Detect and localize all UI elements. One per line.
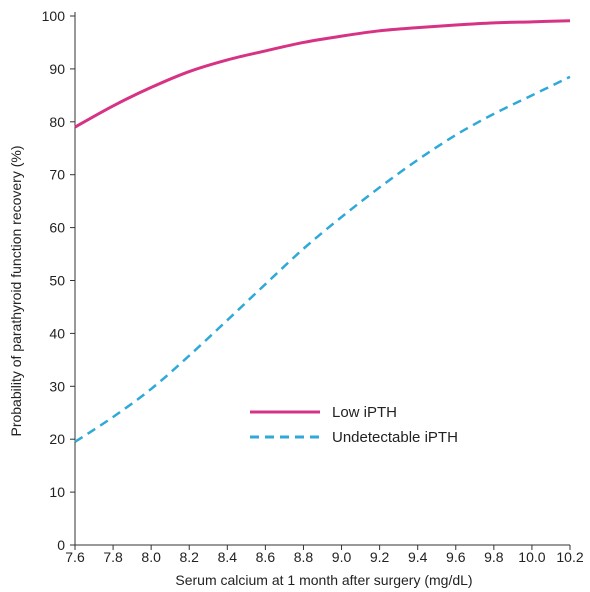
x-axis-label: Serum calcium at 1 month after surgery (… bbox=[175, 572, 472, 588]
x-tick-label: 8.2 bbox=[179, 549, 199, 565]
y-tick-label: 40 bbox=[49, 325, 65, 341]
series-line-undetectable-ipth bbox=[74, 75, 571, 443]
y-tick-label: 100 bbox=[42, 8, 66, 24]
y-tick-label: 0 bbox=[57, 537, 65, 553]
x-tick-label: 9.2 bbox=[370, 549, 390, 565]
axis-ticks: 7.6 7.8 8.0 8.2 8.4 8.6 8.8 9.0 9.2 9.4 9.6 9.8 10.0… bbox=[42, 8, 584, 565]
axes bbox=[74, 12, 570, 546]
series-line-low-ipth bbox=[74, 19, 571, 129]
legend: Low iPTH Undetectable iPTH bbox=[250, 404, 458, 446]
x-tick-label: 9.4 bbox=[408, 549, 428, 565]
series-lines bbox=[74, 19, 571, 443]
x-tick-label: 10.2 bbox=[556, 549, 583, 565]
x-tick-label: 8.8 bbox=[294, 549, 314, 565]
y-tick-label: 30 bbox=[49, 378, 65, 394]
legend-label-low-ipth: Low iPTH bbox=[332, 404, 397, 421]
x-tick-label: 8.0 bbox=[141, 549, 161, 565]
x-tick-label: 9.8 bbox=[484, 549, 504, 565]
x-tick-label: 9.6 bbox=[446, 549, 466, 565]
legend-label-undetectable-ipth: Undetectable iPTH bbox=[332, 429, 458, 446]
y-tick-label: 10 bbox=[49, 484, 65, 500]
y-tick-label: 60 bbox=[49, 220, 65, 236]
x-tick-label: 7.6 bbox=[65, 549, 85, 565]
y-axis-label: Probability of parathyroid function reco… bbox=[8, 145, 24, 436]
y-tick-label: 80 bbox=[49, 114, 65, 130]
y-tick-label: 90 bbox=[49, 61, 65, 77]
x-tick-label: 9.0 bbox=[332, 549, 352, 565]
x-tick-label: 10.0 bbox=[518, 549, 545, 565]
x-tick-label: 8.4 bbox=[218, 549, 238, 565]
y-tick-label: 70 bbox=[49, 167, 65, 183]
x-tick-label: 7.8 bbox=[103, 549, 123, 565]
y-tick-label: 20 bbox=[49, 431, 65, 447]
x-tick-label: 8.6 bbox=[256, 549, 276, 565]
y-tick-label: 50 bbox=[49, 273, 65, 289]
